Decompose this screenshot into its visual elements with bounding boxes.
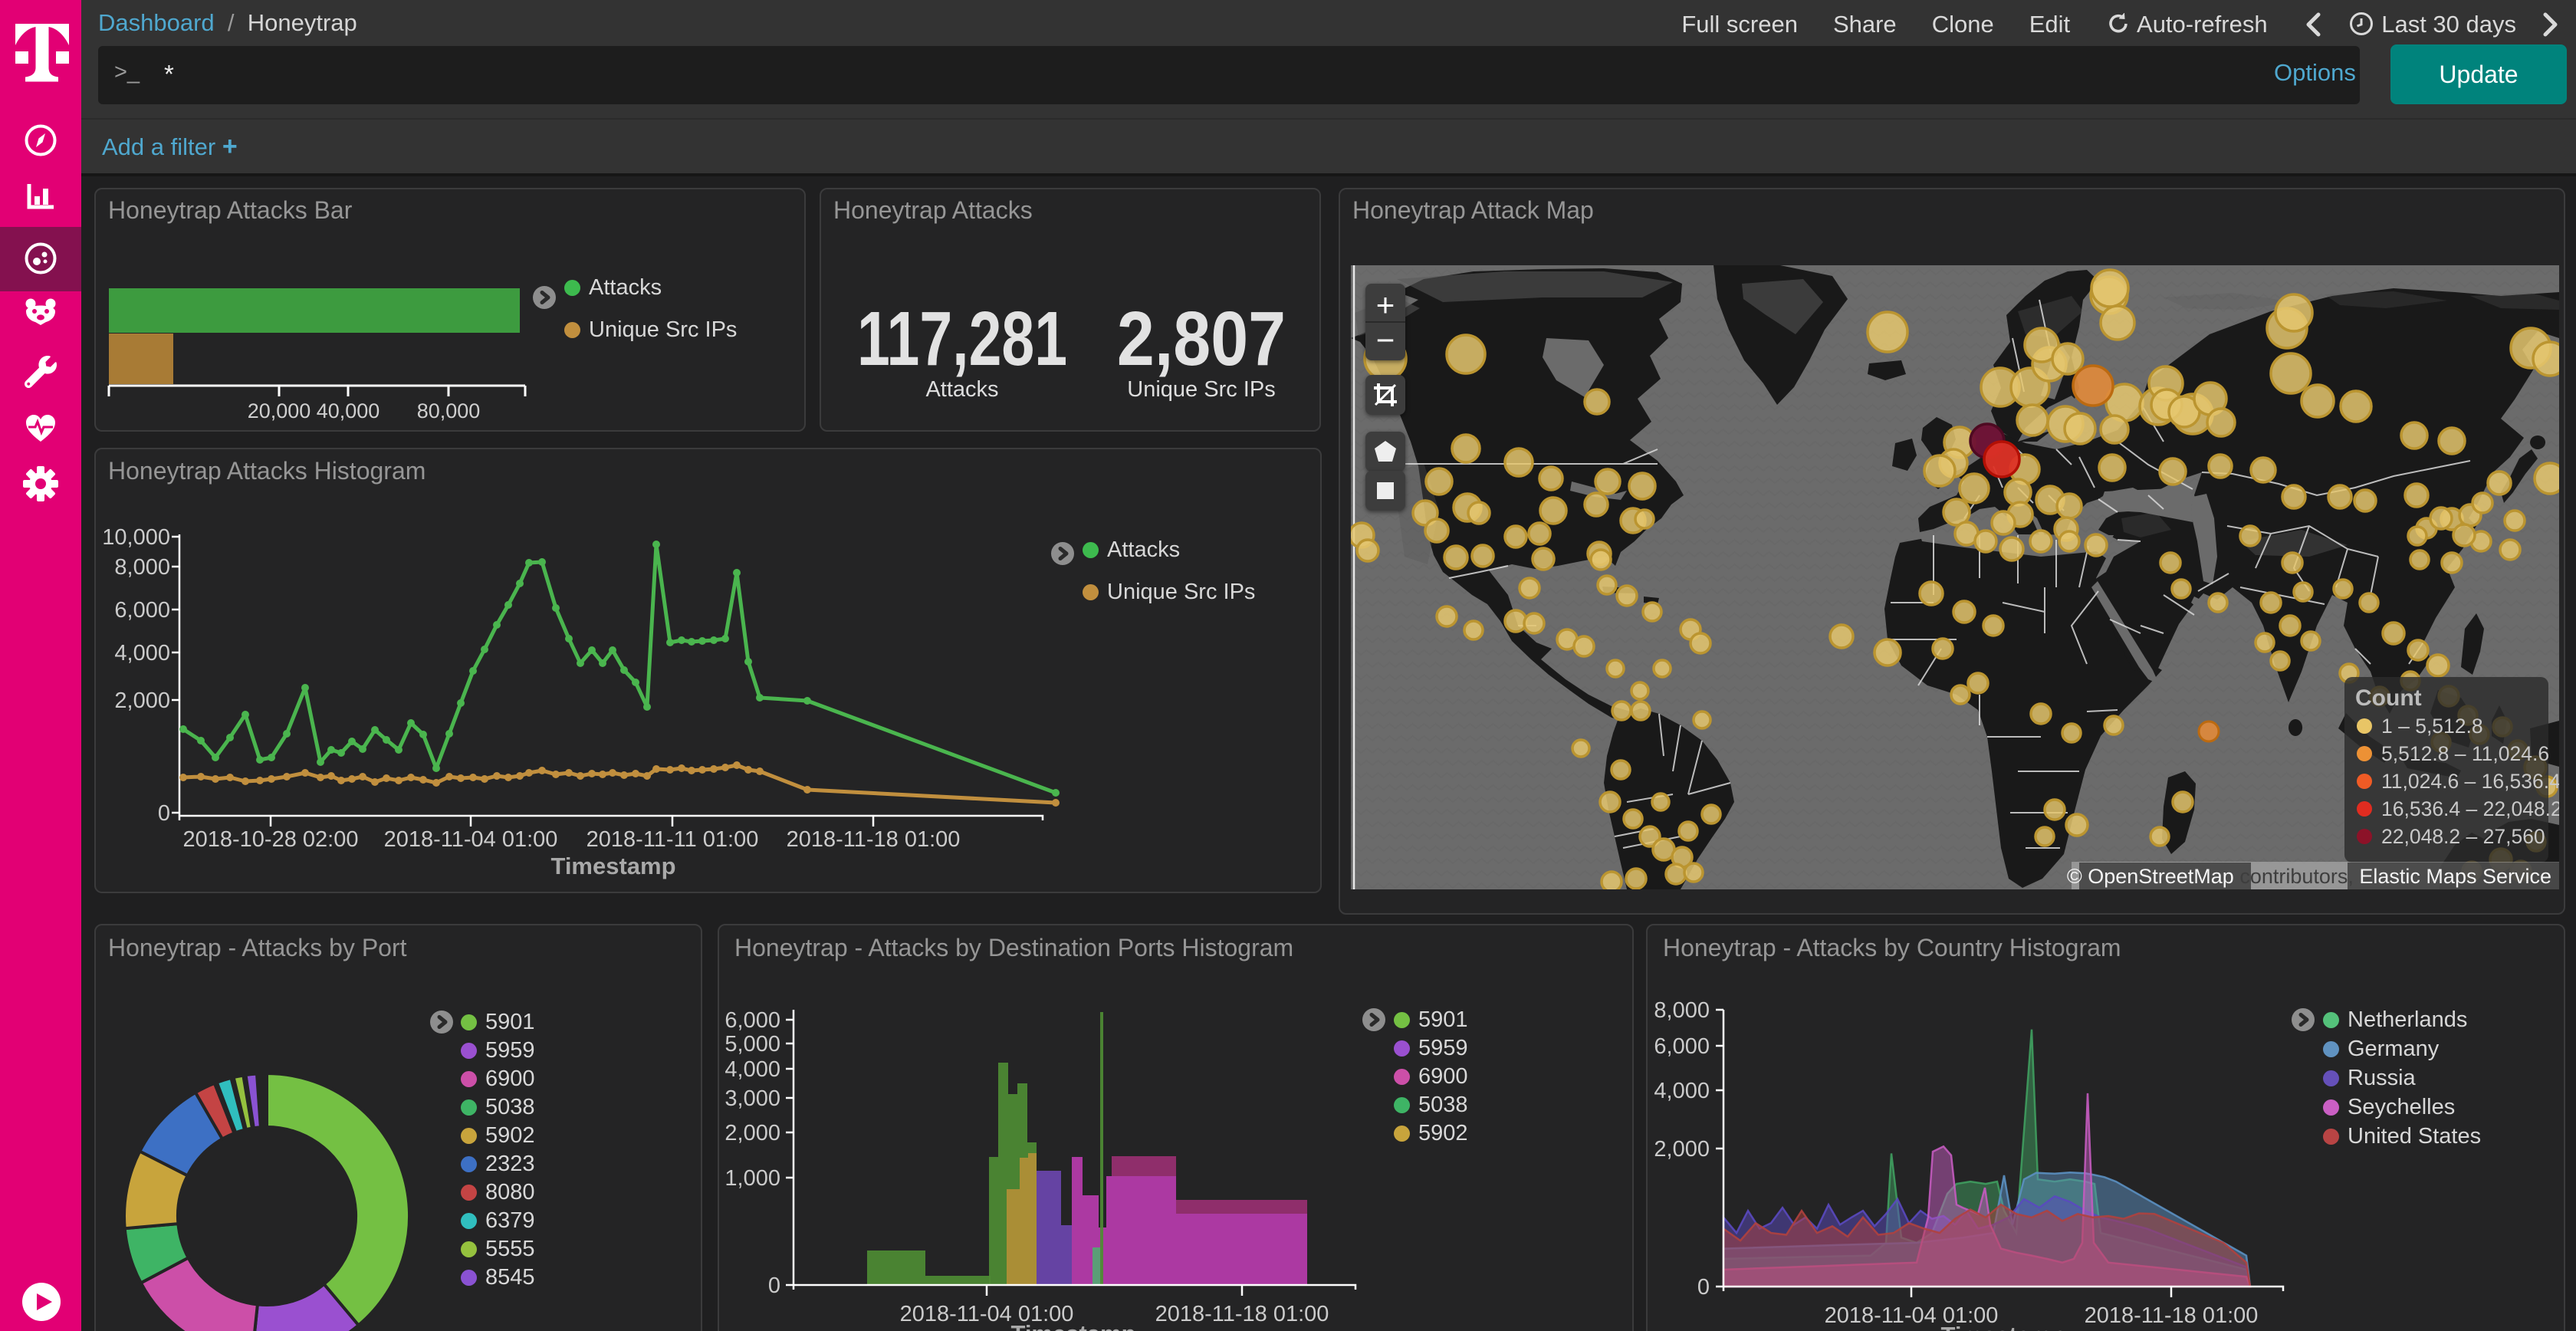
svg-text:2018-11-04 01:00: 2018-11-04 01:00 bbox=[384, 827, 558, 852]
svg-text:40,000: 40,000 bbox=[317, 399, 380, 422]
svg-text:8,000: 8,000 bbox=[114, 555, 170, 580]
svg-text:2018-11-18 01:00: 2018-11-18 01:00 bbox=[2085, 1303, 2259, 1328]
svg-text:Timestamp: Timestamp bbox=[1940, 1322, 2065, 1331]
svg-text:2018-11-18 01:00: 2018-11-18 01:00 bbox=[1155, 1302, 1329, 1326]
svg-text:80,000: 80,000 bbox=[417, 399, 481, 422]
svg-text:Timestamp: Timestamp bbox=[1010, 1320, 1135, 1331]
svg-text:5,512.8 – 11,024.6: 5,512.8 – 11,024.6 bbox=[2381, 742, 2549, 765]
svg-text:5,000: 5,000 bbox=[724, 1032, 780, 1057]
svg-text:3,000: 3,000 bbox=[724, 1086, 780, 1111]
svg-text:4,000: 4,000 bbox=[724, 1057, 780, 1082]
svg-text:0: 0 bbox=[768, 1273, 780, 1298]
svg-text:0: 0 bbox=[1697, 1275, 1710, 1300]
svg-text:2018-11-04 01:00: 2018-11-04 01:00 bbox=[900, 1302, 1074, 1326]
svg-text:6,000: 6,000 bbox=[1654, 1034, 1710, 1059]
svg-text:10,000: 10,000 bbox=[102, 525, 170, 550]
svg-text:16,536.4 – 22,048.2: 16,536.4 – 22,048.2 bbox=[2381, 797, 2559, 820]
svg-text:2018-11-18 01:00: 2018-11-18 01:00 bbox=[787, 827, 961, 852]
svg-text:2,000: 2,000 bbox=[1654, 1137, 1710, 1162]
svg-text:2018-10-28 02:00: 2018-10-28 02:00 bbox=[183, 827, 359, 852]
svg-text:2018-11-11 01:00: 2018-11-11 01:00 bbox=[586, 827, 759, 852]
svg-text:1 – 5,512.8: 1 – 5,512.8 bbox=[2381, 715, 2483, 738]
svg-text:8,000: 8,000 bbox=[1654, 998, 1710, 1023]
svg-text:© OpenStreetMap contributors,: © OpenStreetMap contributors, Elastic Ma… bbox=[2067, 865, 2551, 888]
svg-text:4,000: 4,000 bbox=[114, 641, 170, 666]
svg-text:2,000: 2,000 bbox=[114, 689, 170, 713]
svg-text:22,048.2 – 27,560: 22,048.2 – 27,560 bbox=[2381, 825, 2545, 848]
svg-text:2,000: 2,000 bbox=[724, 1121, 780, 1145]
svg-text:0: 0 bbox=[158, 801, 170, 826]
svg-text:Count: Count bbox=[2355, 685, 2422, 711]
svg-text:4,000: 4,000 bbox=[1654, 1079, 1710, 1103]
svg-text:20,000: 20,000 bbox=[248, 399, 311, 422]
svg-text:Timestamp: Timestamp bbox=[550, 853, 675, 879]
svg-text:1,000: 1,000 bbox=[724, 1166, 780, 1191]
svg-text:6,000: 6,000 bbox=[114, 598, 170, 623]
svg-text:11,024.6 – 16,536.4: 11,024.6 – 16,536.4 bbox=[2381, 770, 2559, 793]
svg-text:6,000: 6,000 bbox=[724, 1008, 780, 1033]
svg-text:2018-11-04 01:00: 2018-11-04 01:00 bbox=[1825, 1303, 1999, 1328]
